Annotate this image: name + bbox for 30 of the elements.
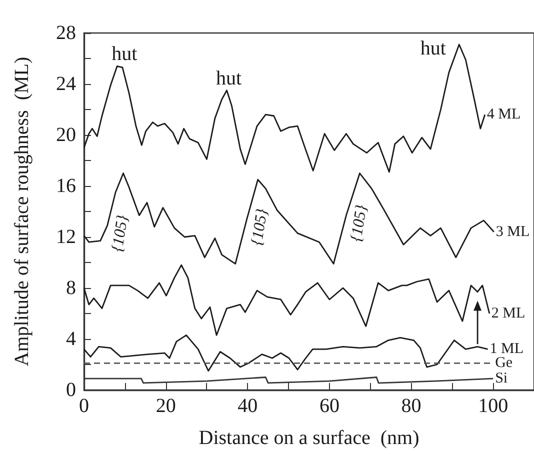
line-series xyxy=(83,334,488,372)
y-tick-label: 12 xyxy=(56,226,76,248)
legend-label: Si xyxy=(495,370,508,387)
annotation: hut xyxy=(112,43,138,66)
y-tick-label: 24 xyxy=(56,73,76,95)
y-tick-label: 0 xyxy=(66,379,76,401)
x-tick-label: 60 xyxy=(319,395,340,417)
x-tick-label: 100 xyxy=(478,395,508,417)
series-label: 4 ML xyxy=(486,106,521,123)
y-axis-title: Amplitude of surface roughness (ML) xyxy=(11,56,33,366)
x-tick-label: 20 xyxy=(156,395,176,417)
x-axis-title: Distance on a surface (nm) xyxy=(198,427,420,449)
y-tick-label: 4 xyxy=(66,328,76,350)
series-label: 1 ML xyxy=(490,341,524,358)
annotation: hut xyxy=(216,67,242,90)
y-tick-label: 20 xyxy=(56,124,76,146)
y-tick-label: 8 xyxy=(66,277,76,299)
annotation: {105} xyxy=(109,213,132,254)
series-label: Ge xyxy=(495,355,513,372)
series-label: 3 ML xyxy=(496,224,530,240)
line-series xyxy=(83,172,495,264)
x-tick-label: 40 xyxy=(238,395,258,417)
annotation: {105} xyxy=(348,203,371,243)
annotation: {105} xyxy=(248,207,272,247)
x-tick-label: 80 xyxy=(401,395,422,417)
legend-label: 2 ML xyxy=(491,306,526,322)
y-tick-label: 16 xyxy=(56,175,76,197)
line-series xyxy=(83,264,490,336)
y-tick-label: 28 xyxy=(56,22,76,44)
annotation: hut xyxy=(420,37,446,60)
